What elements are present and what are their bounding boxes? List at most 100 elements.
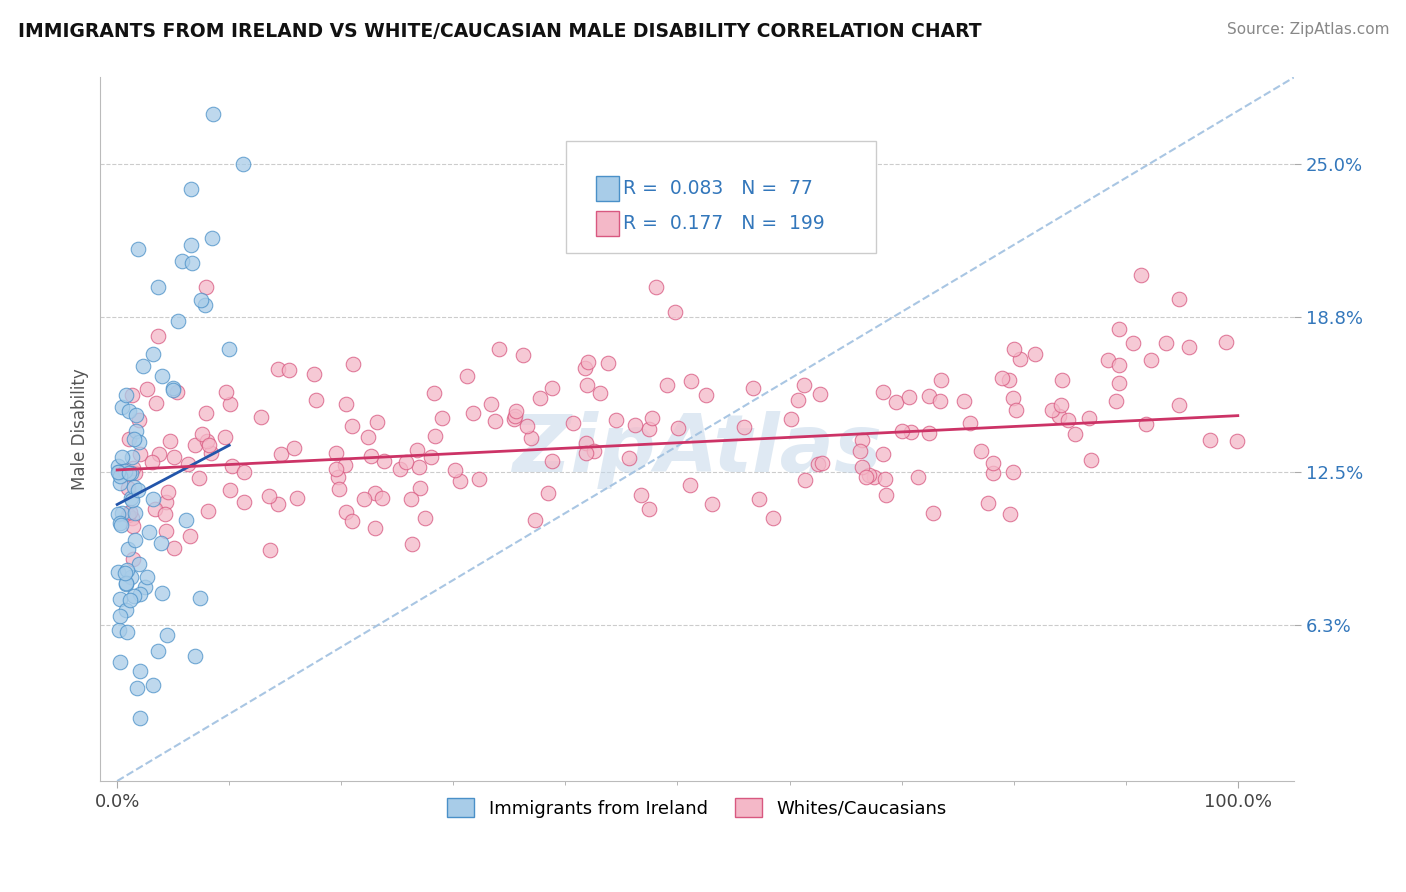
- Text: R =  0.177   N =  199: R = 0.177 N = 199: [623, 214, 824, 233]
- Point: [855, 469, 877, 483]
- Point: [638, 422, 661, 436]
- Point: [111, 450, 134, 465]
- Point: [180, 238, 202, 252]
- Point: [1001, 465, 1024, 479]
- Point: [162, 381, 184, 395]
- Point: [118, 467, 141, 481]
- Point: [449, 474, 471, 488]
- Point: [153, 507, 176, 521]
- Point: [270, 447, 292, 461]
- Point: [124, 480, 146, 494]
- Point: [219, 483, 242, 498]
- Point: [114, 387, 136, 401]
- Point: [1154, 336, 1177, 351]
- Point: [1177, 340, 1199, 354]
- Point: [1226, 434, 1249, 449]
- Point: [118, 432, 141, 446]
- Point: [589, 385, 612, 400]
- Point: [267, 497, 290, 511]
- Point: [134, 580, 156, 594]
- Point: [605, 413, 627, 427]
- Point: [267, 361, 290, 376]
- Point: [576, 378, 599, 392]
- Point: [167, 314, 190, 328]
- Point: [598, 356, 620, 370]
- Point: [110, 518, 132, 533]
- Point: [512, 348, 534, 362]
- Point: [430, 410, 453, 425]
- Point: [561, 417, 583, 431]
- Point: [117, 481, 139, 495]
- Point: [219, 397, 242, 411]
- Point: [177, 457, 200, 471]
- Point: [617, 450, 640, 465]
- Point: [423, 385, 446, 400]
- Point: [107, 466, 129, 480]
- Point: [117, 508, 139, 523]
- Point: [172, 254, 194, 268]
- Point: [702, 497, 724, 511]
- Point: [360, 449, 382, 463]
- Point: [250, 410, 273, 425]
- Point: [363, 486, 385, 500]
- Point: [108, 655, 131, 669]
- Point: [425, 429, 447, 443]
- Point: [128, 447, 150, 461]
- Point: [145, 396, 167, 410]
- Point: [540, 454, 562, 468]
- Point: [257, 489, 280, 503]
- Point: [278, 363, 301, 377]
- Point: [875, 488, 897, 502]
- Point: [108, 592, 131, 607]
- Point: [1002, 342, 1025, 356]
- Point: [1078, 410, 1101, 425]
- Point: [121, 551, 143, 566]
- Point: [991, 371, 1014, 385]
- Point: [285, 491, 308, 505]
- Point: [149, 536, 172, 550]
- Point: [129, 664, 152, 678]
- Point: [142, 491, 165, 506]
- Point: [120, 570, 142, 584]
- Point: [181, 255, 204, 269]
- Point: [998, 373, 1021, 387]
- Point: [148, 280, 170, 294]
- Point: [537, 485, 560, 500]
- Point: [201, 231, 224, 245]
- Point: [194, 406, 217, 420]
- Point: [138, 524, 160, 539]
- Point: [156, 628, 179, 642]
- Point: [233, 466, 256, 480]
- Point: [849, 444, 872, 458]
- Point: [1004, 403, 1026, 417]
- Point: [340, 418, 363, 433]
- Point: [582, 443, 605, 458]
- Point: [461, 406, 484, 420]
- Point: [122, 589, 145, 603]
- Point: [444, 463, 467, 477]
- Point: [201, 107, 224, 121]
- Point: [969, 444, 991, 458]
- Point: [1104, 393, 1126, 408]
- Point: [1050, 373, 1073, 387]
- Point: [129, 586, 152, 600]
- Point: [200, 446, 222, 460]
- Point: [150, 369, 173, 384]
- Point: [884, 394, 907, 409]
- Point: [214, 430, 236, 444]
- Point: [897, 390, 920, 404]
- Point: [120, 491, 142, 505]
- Point: [111, 400, 134, 414]
- Text: Source: ZipAtlas.com: Source: ZipAtlas.com: [1226, 22, 1389, 37]
- Point: [516, 418, 538, 433]
- Point: [150, 586, 173, 600]
- Point: [1215, 334, 1237, 349]
- Point: [117, 624, 139, 639]
- Point: [198, 438, 221, 452]
- Point: [977, 496, 1000, 510]
- Point: [741, 381, 763, 395]
- Point: [872, 446, 894, 460]
- Point: [862, 470, 884, 484]
- Point: [115, 563, 138, 577]
- Point: [1047, 409, 1070, 423]
